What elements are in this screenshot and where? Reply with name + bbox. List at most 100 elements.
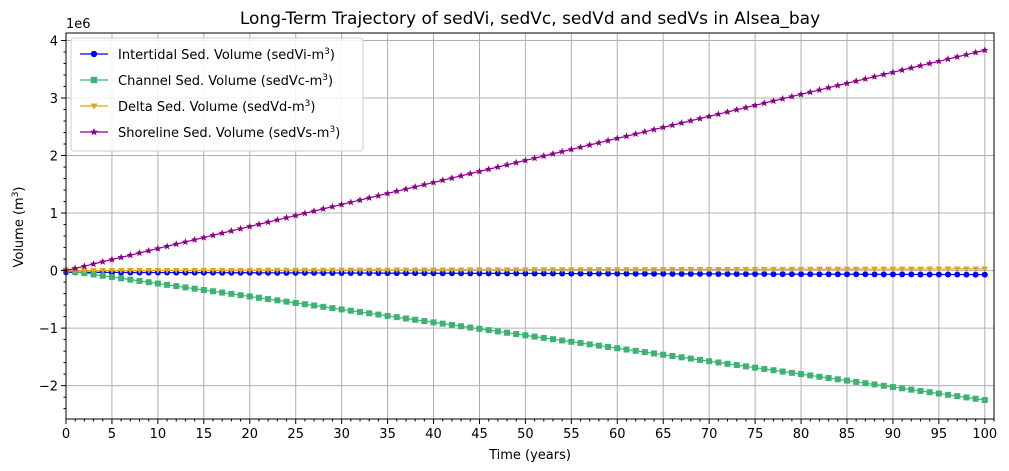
y-tick-label: 4 xyxy=(50,34,58,49)
data-point xyxy=(577,340,584,347)
data-point xyxy=(706,358,713,365)
data-point xyxy=(669,270,676,277)
data-point xyxy=(733,266,741,273)
data-point xyxy=(163,242,171,250)
data-point xyxy=(622,132,631,140)
data-point xyxy=(90,50,98,58)
data-point xyxy=(733,105,741,113)
data-point xyxy=(99,257,107,265)
data-point xyxy=(191,285,198,292)
data-point xyxy=(90,127,98,136)
data-point xyxy=(687,267,695,273)
y-axis-label-end: ) xyxy=(12,186,27,191)
data-point xyxy=(476,267,483,274)
series xyxy=(62,266,989,274)
data-point xyxy=(807,372,814,379)
data-point xyxy=(522,332,529,339)
data-point xyxy=(742,271,749,278)
data-point xyxy=(605,343,612,350)
data-point xyxy=(319,267,327,274)
data-point xyxy=(485,267,492,274)
data-point xyxy=(706,270,713,277)
data-point xyxy=(945,271,952,278)
data-point xyxy=(926,271,933,278)
data-point xyxy=(383,189,392,197)
data-point xyxy=(687,116,695,124)
legend: Intertidal Sed. Volume (sedVi-m3) Channel… xyxy=(70,37,364,152)
data-point xyxy=(504,329,511,336)
data-point xyxy=(549,149,557,157)
data-point xyxy=(779,368,786,375)
data-point xyxy=(558,147,566,155)
data-point xyxy=(613,267,621,273)
data-point xyxy=(301,209,309,217)
data-point xyxy=(209,231,217,239)
x-tick-label: 55 xyxy=(563,427,580,442)
legend-item: Intertidal Sed. Volume (sedVi-m3) xyxy=(80,47,335,63)
y-offset-text: 1e6 xyxy=(66,17,91,32)
data-point xyxy=(521,156,530,164)
data-point xyxy=(632,270,639,277)
data-point xyxy=(595,138,603,146)
data-point xyxy=(136,277,143,284)
data-point xyxy=(347,267,355,274)
data-point xyxy=(237,267,244,274)
data-point xyxy=(173,283,180,290)
data-point xyxy=(687,270,694,277)
x-tick-label: 85 xyxy=(839,427,856,442)
data-point xyxy=(301,301,308,308)
data-point xyxy=(586,267,594,273)
data-point xyxy=(752,364,759,371)
data-point xyxy=(852,266,860,273)
data-point xyxy=(457,267,465,274)
data-point xyxy=(246,267,254,274)
data-point xyxy=(935,390,942,397)
data-point xyxy=(568,270,575,277)
data-point xyxy=(770,367,777,374)
data-point xyxy=(834,81,842,89)
data-point xyxy=(384,267,391,274)
data-point xyxy=(145,279,152,286)
legend-box xyxy=(70,37,364,152)
data-point xyxy=(677,119,686,127)
data-point xyxy=(458,323,465,330)
data-point xyxy=(889,266,897,273)
data-point xyxy=(255,220,263,228)
legend-label: Shoreline Sed. Volume (sedVs-m3) xyxy=(118,125,340,141)
data-point xyxy=(494,163,502,171)
data-point xyxy=(338,267,345,274)
data-point xyxy=(181,238,190,246)
data-point xyxy=(365,193,373,202)
data-point xyxy=(274,297,281,304)
data-point xyxy=(457,171,465,179)
y-tick-label: −1 xyxy=(39,322,58,337)
x-tick-label: 100 xyxy=(972,427,997,442)
data-point xyxy=(669,267,676,273)
data-point xyxy=(651,270,658,277)
data-point xyxy=(917,271,924,278)
data-point xyxy=(916,61,925,69)
data-point xyxy=(605,270,612,277)
data-point xyxy=(981,46,989,54)
legend-label: Intertidal Sed. Volume (sedVi-m3) xyxy=(118,47,335,63)
y-axis-ticks: −2 −1 0 1 2 3 4 xyxy=(39,34,66,410)
data-point xyxy=(651,350,658,357)
data-point xyxy=(806,266,814,273)
data-point xyxy=(834,376,841,383)
data-point xyxy=(981,266,989,273)
data-point xyxy=(641,270,648,277)
data-point xyxy=(393,187,401,195)
data-point xyxy=(439,267,447,274)
data-point xyxy=(117,268,125,274)
data-point xyxy=(798,271,805,278)
data-point xyxy=(972,271,979,278)
data-point xyxy=(788,271,795,278)
data-point xyxy=(218,229,226,237)
data-point xyxy=(825,271,832,278)
data-point xyxy=(816,271,823,278)
data-point xyxy=(108,255,116,263)
data-point xyxy=(430,267,437,274)
data-point xyxy=(210,288,217,295)
legend-label: Delta Sed. Volume (sedVd-m3) xyxy=(118,99,315,115)
data-point xyxy=(458,270,465,277)
